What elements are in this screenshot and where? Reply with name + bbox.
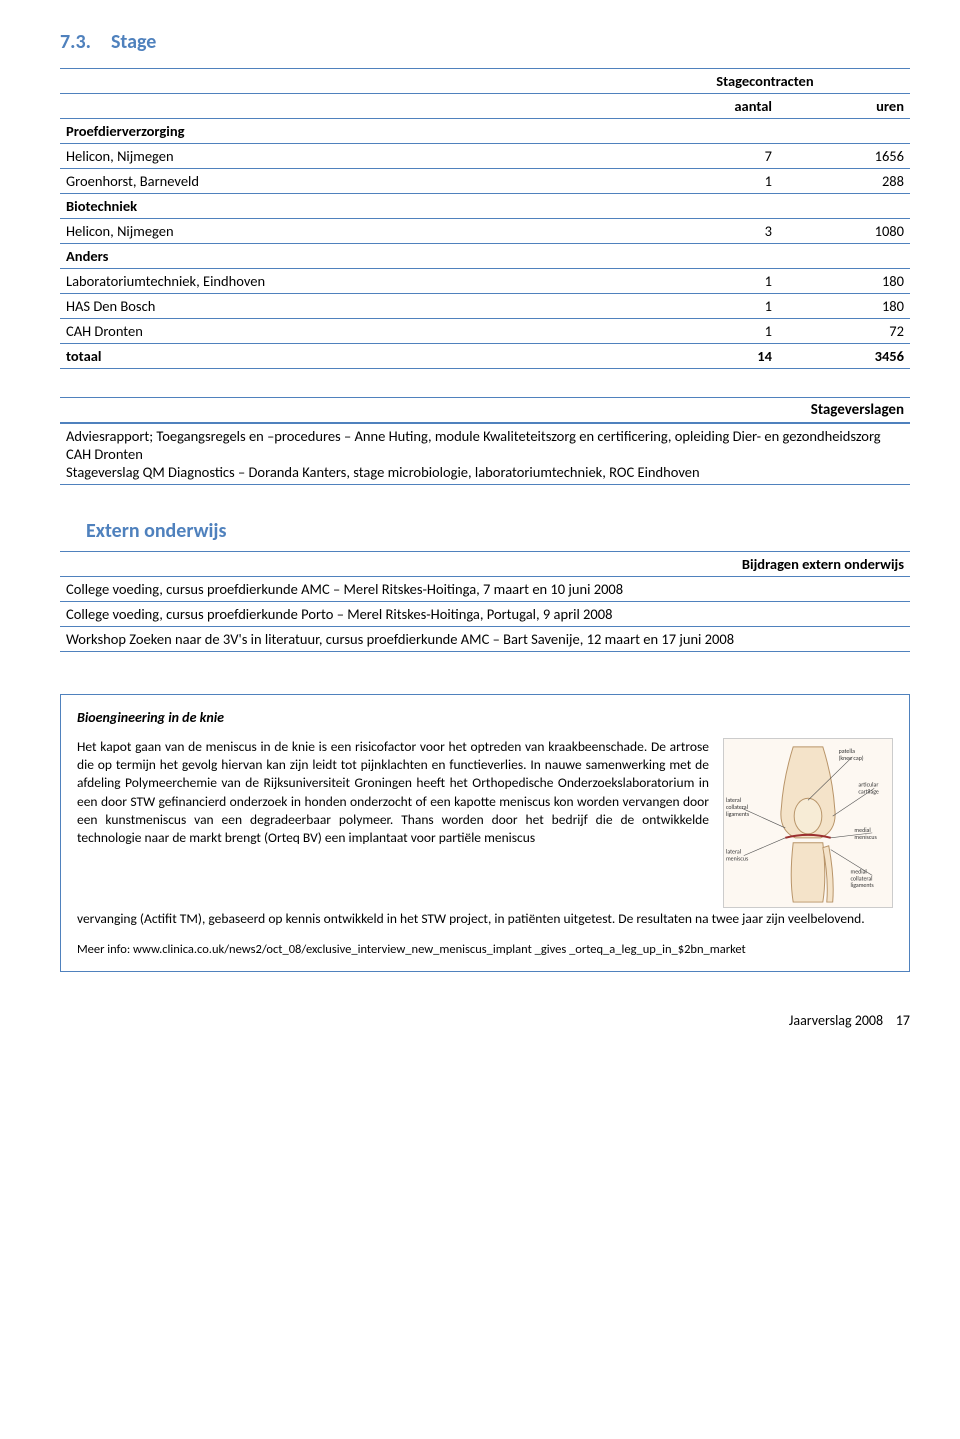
row-label: CAH Dronten [60,319,620,344]
extern-row: College voeding, cursus proefdierkunde P… [60,602,910,627]
extern-table: Bijdragen extern onderwijs College voedi… [60,551,910,652]
callout-bioengineering: Bioengineering in de knie Het kapot gaan… [60,694,910,972]
footer-page: 17 [896,1012,910,1029]
extern-row: College voeding, cursus proefdierkunde A… [60,577,910,602]
stage-table: Stagecontracten aantal uren Proefdierver… [60,68,910,369]
extern-row: Workshop Zoeken naar de 3V's in literatu… [60,627,910,652]
callout-body-cont: vervanging (Actifit TM), gebaseerd op ke… [77,910,893,928]
svg-text:meniscus: meniscus [854,833,877,841]
stageverslagen-block: Stageverslagen Adviesrapport; Toegangsre… [60,397,910,485]
row-aantal: 7 [620,144,778,169]
extern-heading: Extern onderwijs [86,519,910,543]
svg-text:ligaments: ligaments [726,810,750,818]
row-aantal: 1 [620,294,778,319]
row-uren: 72 [778,319,910,344]
svg-text:(knee cap): (knee cap) [839,754,864,762]
footer-text: Jaarverslag 2008 [789,1012,883,1029]
total-uren: 3456 [778,344,910,369]
row-uren: 180 [778,269,910,294]
row-aantal: 1 [620,269,778,294]
col-title: Stagecontracten [620,69,910,94]
stageverslagen-title: Stageverslagen [60,397,910,423]
section-heading-stage: 7.3. Stage [60,30,910,54]
row-aantal: 3 [620,219,778,244]
group-biotechniek: Biotechniek [60,194,910,219]
group-anders: Anders [60,244,910,269]
row-label: HAS Den Bosch [60,294,620,319]
row-uren: 1080 [778,219,910,244]
knee-anatomy-image: patella (knee cap) articular cartilage m… [723,738,893,908]
svg-text:cartilage: cartilage [858,787,879,795]
row-label: Helicon, Nijmegen [60,144,620,169]
heading-number: 7.3. [60,30,91,54]
callout-title: Bioengineering in de knie [77,709,893,726]
row-label: Helicon, Nijmegen [60,219,620,244]
row-aantal: 1 [620,169,778,194]
total-label: totaal [60,344,620,369]
stageverslagen-body: Adviesrapport; Toegangsregels en –proced… [60,423,910,485]
row-aantal: 1 [620,319,778,344]
svg-text:ligaments: ligaments [850,881,874,889]
group-proefdier: Proefdierverzorging [60,119,910,144]
callout-more-info: Meer info: www.clinica.co.uk/news2/oct_0… [77,942,893,957]
row-uren: 288 [778,169,910,194]
svg-text:meniscus: meniscus [726,855,749,863]
row-label: Groenhorst, Barneveld [60,169,620,194]
heading-text: Stage [111,30,156,54]
callout-body: Het kapot gaan van de meniscus in de kni… [77,738,709,846]
page-footer: Jaarverslag 2008 17 [60,1012,910,1029]
extern-subhead: Bijdragen extern onderwijs [60,552,910,577]
col-uren: uren [778,94,910,119]
row-uren: 180 [778,294,910,319]
total-aantal: 14 [620,344,778,369]
row-label: Laboratoriumtechniek, Eindhoven [60,269,620,294]
col-aantal: aantal [620,94,778,119]
row-uren: 1656 [778,144,910,169]
